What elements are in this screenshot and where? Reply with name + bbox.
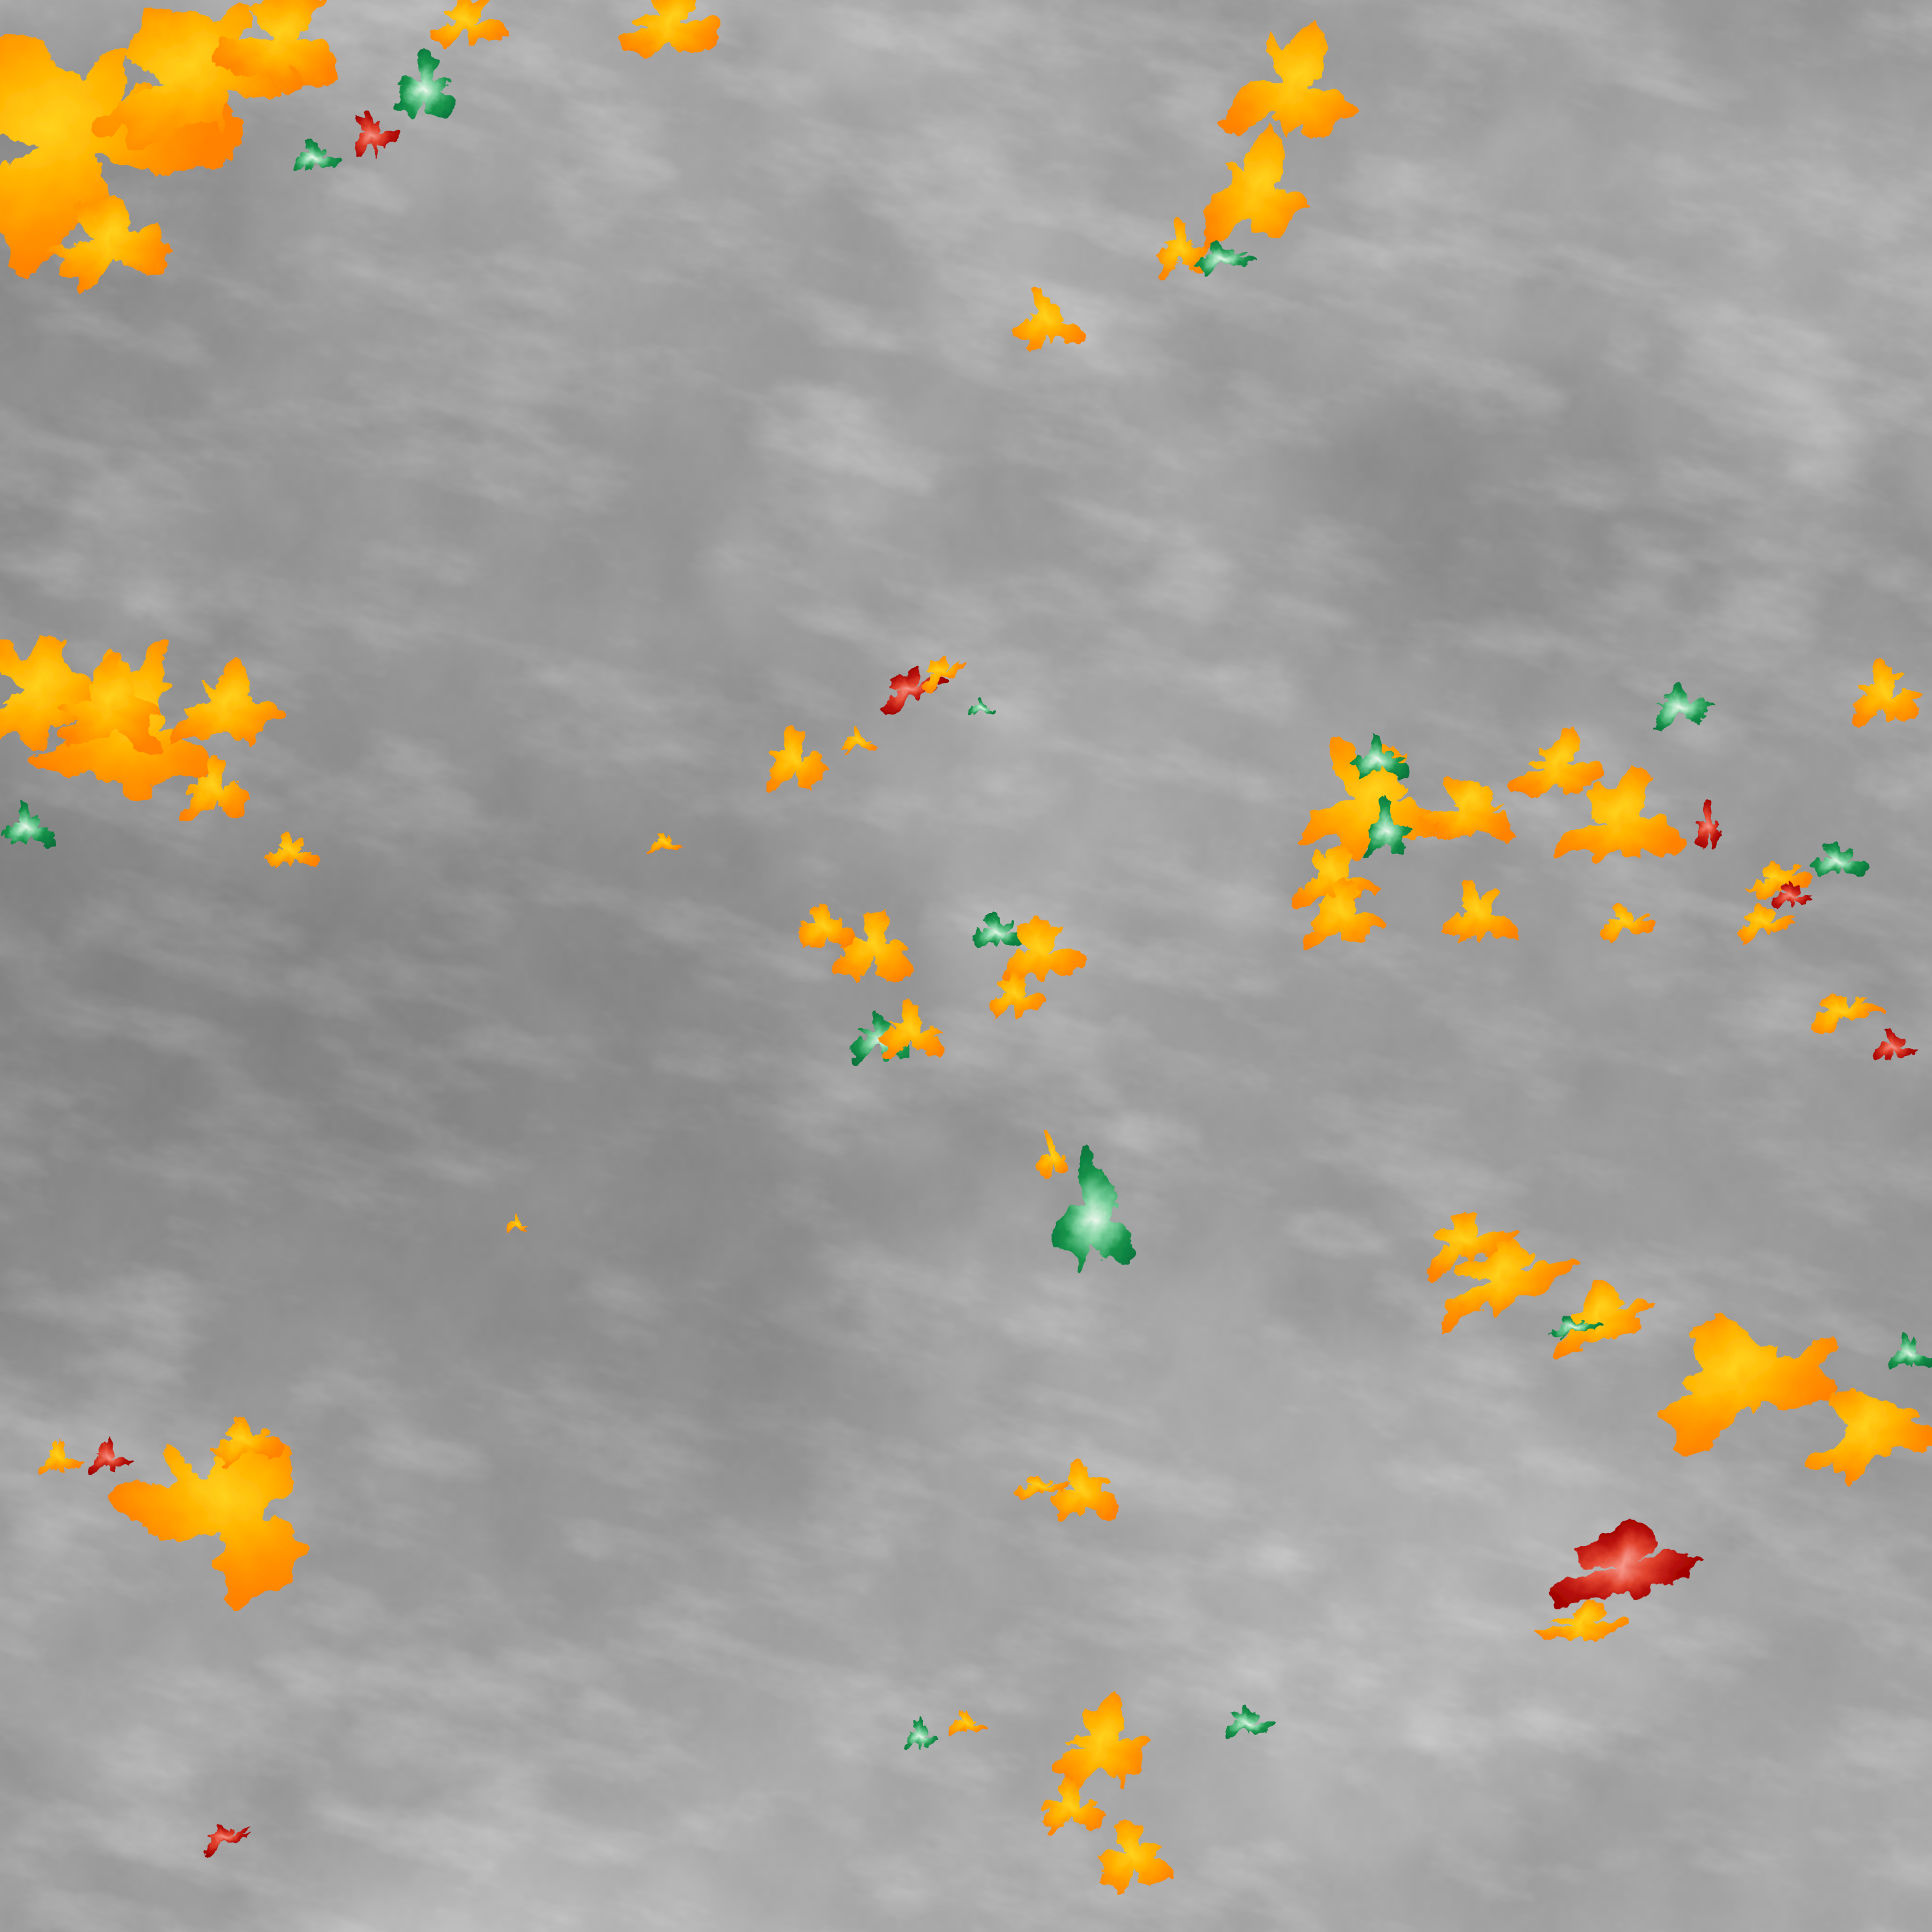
convective-blob-red: [881, 666, 946, 713]
convective-blob-orange: [923, 654, 965, 691]
convective-blob-orange: [1199, 122, 1310, 249]
convective-blob-orange: [1158, 219, 1206, 280]
convective-blob-green: [1351, 735, 1407, 780]
convective-blob-red: [353, 110, 398, 158]
convective-blob-orange: [265, 832, 317, 869]
convective-blob-green: [973, 912, 1023, 949]
convective-blob-red: [88, 1436, 131, 1475]
convective-blob-red: [1694, 799, 1722, 850]
convective-blob-orange: [842, 727, 877, 754]
convective-blob-orange: [1012, 286, 1084, 352]
convective-blob-orange: [1220, 19, 1359, 143]
convective-blob-orange: [1535, 1606, 1627, 1641]
convective-blob-orange: [833, 909, 911, 986]
convective-blob-green: [2, 802, 53, 848]
convective-blob-orange: [111, 1441, 304, 1608]
convective-blob-orange: [38, 1438, 80, 1475]
convective-blob-green: [1889, 1332, 1931, 1369]
convective-blob-orange: [1601, 903, 1653, 944]
convective-blob-orange: [1439, 1239, 1579, 1329]
convective-blob-orange: [765, 727, 826, 792]
convective-blob-orange: [1737, 904, 1794, 943]
convective-blob-orange: [1056, 1697, 1149, 1791]
convective-blob-orange: [1552, 770, 1690, 861]
convective-blob-orange: [508, 1213, 528, 1234]
convective-blob-orange: [1851, 659, 1925, 726]
convective-blob-green: [906, 1716, 938, 1752]
convective-blob-orange: [1300, 742, 1454, 860]
convective-blob-orange: [1303, 876, 1384, 949]
convective-blob-orange: [1511, 732, 1606, 797]
convective-blob-orange: [621, 0, 721, 58]
convective-blob-orange: [168, 662, 289, 747]
convective-blob-orange: [1554, 1284, 1657, 1361]
convective-blob-orange: [58, 653, 161, 754]
convective-blob-green: [1651, 682, 1715, 730]
convective-blob-orange: [1811, 993, 1882, 1033]
convective-blob-orange: [50, 198, 179, 294]
convective-blob-green: [1223, 1706, 1274, 1736]
convective-blob-green: [969, 697, 996, 716]
convective-blob-red: [203, 1824, 250, 1854]
convective-blob-orange: [799, 904, 852, 951]
convective-blob-orange: [1655, 1313, 1840, 1455]
convective-blob-orange: [648, 832, 682, 852]
convective-blob-green: [395, 48, 453, 120]
convective-blob-orange: [1041, 1779, 1104, 1835]
convective-blob-orange: [1050, 1460, 1117, 1523]
convective-blob-green: [1194, 242, 1255, 275]
convective-blob-orange: [180, 755, 249, 819]
convective-blob-orange: [1420, 773, 1517, 840]
convective-blob-orange: [1097, 1819, 1173, 1894]
convective-blob-orange: [1015, 1475, 1069, 1497]
convective-blob-green: [1366, 796, 1411, 857]
convective-blob-orange: [209, 1417, 282, 1467]
convective-blob-green: [292, 139, 339, 174]
convective-blob-green: [1053, 1148, 1137, 1273]
convective-blob-orange: [880, 1000, 943, 1059]
convective-blob-orange: [950, 1710, 985, 1736]
convective-blob-orange: [1745, 861, 1810, 898]
convective-blob-orange: [95, 1, 328, 147]
convective-blob-orange: [0, 638, 137, 750]
convective-blob-orange: [1037, 1132, 1069, 1181]
convective-blob-orange: [1805, 1386, 1932, 1486]
convective-blob-orange: [211, 0, 340, 88]
convective-blob-orange: [428, 0, 506, 47]
convective-blob-green: [1550, 1316, 1601, 1337]
convective-blob-red: [1548, 1524, 1701, 1604]
convective-blob-orange: [1441, 879, 1519, 943]
convective-blob-red: [1773, 881, 1811, 909]
convective-blob-green: [1811, 842, 1867, 877]
convective-blob-orange: [989, 971, 1044, 1018]
convective-blob-orange: [1003, 916, 1085, 983]
convective-blob-red: [1874, 1029, 1914, 1064]
convective-blob-orange: [1427, 1211, 1518, 1281]
